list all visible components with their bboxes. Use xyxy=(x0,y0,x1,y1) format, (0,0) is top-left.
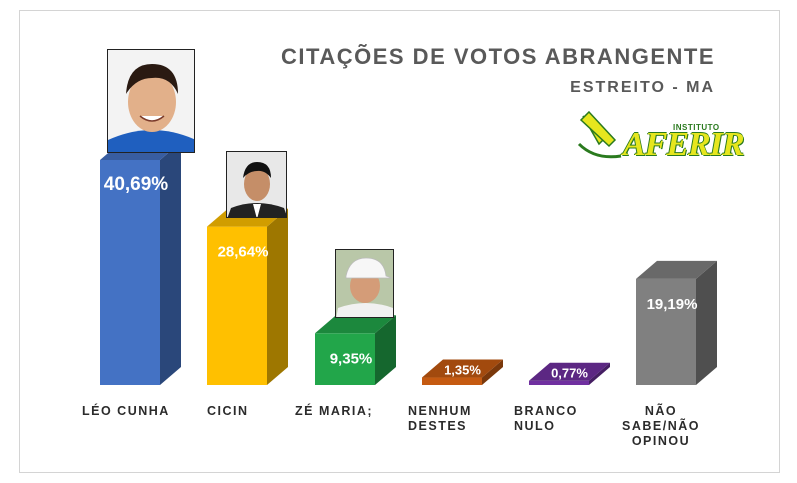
ze-maria-photo xyxy=(335,249,394,318)
leo-cunha-photo xyxy=(107,49,195,153)
bar-leo-cunha xyxy=(100,142,181,385)
logo-prefix: INSTITUTO xyxy=(673,123,720,132)
category-label-branco-nulo: BRANCO NULO xyxy=(514,404,578,433)
category-label-leo-cunha: LÉO CUNHA xyxy=(82,404,170,418)
category-label-ze-maria: ZÉ MARIA; xyxy=(295,404,374,418)
data-label-branco-nulo: 0,77% xyxy=(551,366,588,381)
bar-branco-nulo xyxy=(529,362,610,385)
category-label-cicin: CICIN xyxy=(207,404,249,418)
logo-name: AFERIR xyxy=(623,126,745,163)
cicin-photo xyxy=(226,151,287,218)
category-label-nao-sabe: NÃO SABE/NÃO OPINOU xyxy=(622,404,700,448)
category-label-nenhum-destes: NENHUM DESTES xyxy=(408,404,472,433)
bar-ze-maria xyxy=(315,315,396,385)
logo-mark-icon xyxy=(577,110,622,159)
aferir-logo: INSTITUTO AFERIR xyxy=(575,108,745,168)
data-label-cicin: 28,64% xyxy=(218,244,269,261)
data-label-nenhum-destes: 1,35% xyxy=(444,363,481,378)
chart-subtitle: ESTREITO - MA xyxy=(570,79,715,96)
bar-nenhum-destes xyxy=(422,359,503,385)
data-label-leo-cunha: 40,69% xyxy=(104,174,169,195)
data-label-ze-maria: 9,35% xyxy=(330,350,373,367)
bar-cicin xyxy=(207,208,288,385)
chart-title: CITAÇÕES DE VOTOS ABRANGENTE xyxy=(281,44,715,69)
bar-nao-sabe xyxy=(636,260,717,385)
data-label-nao-sabe: 19,19% xyxy=(647,296,698,313)
